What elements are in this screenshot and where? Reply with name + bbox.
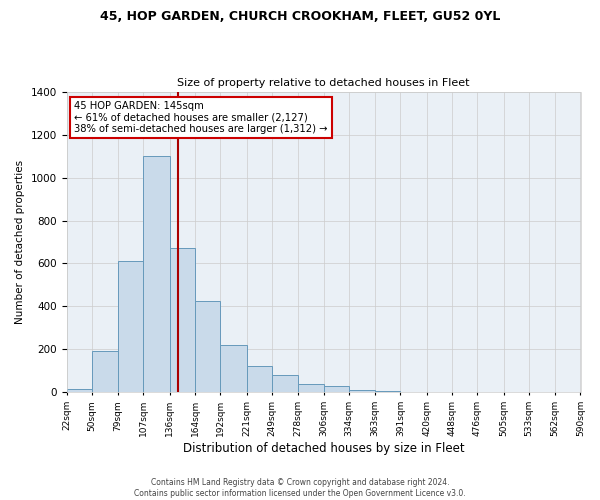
Bar bbox=[118, 262, 143, 392]
Text: 45, HOP GARDEN, CHURCH CROOKHAM, FLEET, GU52 0YL: 45, HOP GARDEN, CHURCH CROOKHAM, FLEET, … bbox=[100, 10, 500, 23]
Bar bbox=[298, 384, 323, 392]
Bar bbox=[323, 386, 349, 392]
Bar bbox=[272, 375, 298, 392]
Bar bbox=[195, 301, 220, 392]
Bar bbox=[170, 248, 195, 392]
Text: Contains HM Land Registry data © Crown copyright and database right 2024.
Contai: Contains HM Land Registry data © Crown c… bbox=[134, 478, 466, 498]
Bar bbox=[92, 350, 118, 393]
Bar bbox=[349, 390, 375, 392]
X-axis label: Distribution of detached houses by size in Fleet: Distribution of detached houses by size … bbox=[183, 442, 464, 455]
Bar bbox=[143, 156, 170, 392]
Bar bbox=[67, 389, 92, 392]
Bar bbox=[247, 366, 272, 392]
Title: Size of property relative to detached houses in Fleet: Size of property relative to detached ho… bbox=[177, 78, 470, 88]
Bar bbox=[220, 345, 247, 393]
Text: 45 HOP GARDEN: 145sqm
← 61% of detached houses are smaller (2,127)
38% of semi-d: 45 HOP GARDEN: 145sqm ← 61% of detached … bbox=[74, 100, 328, 134]
Y-axis label: Number of detached properties: Number of detached properties bbox=[15, 160, 25, 324]
